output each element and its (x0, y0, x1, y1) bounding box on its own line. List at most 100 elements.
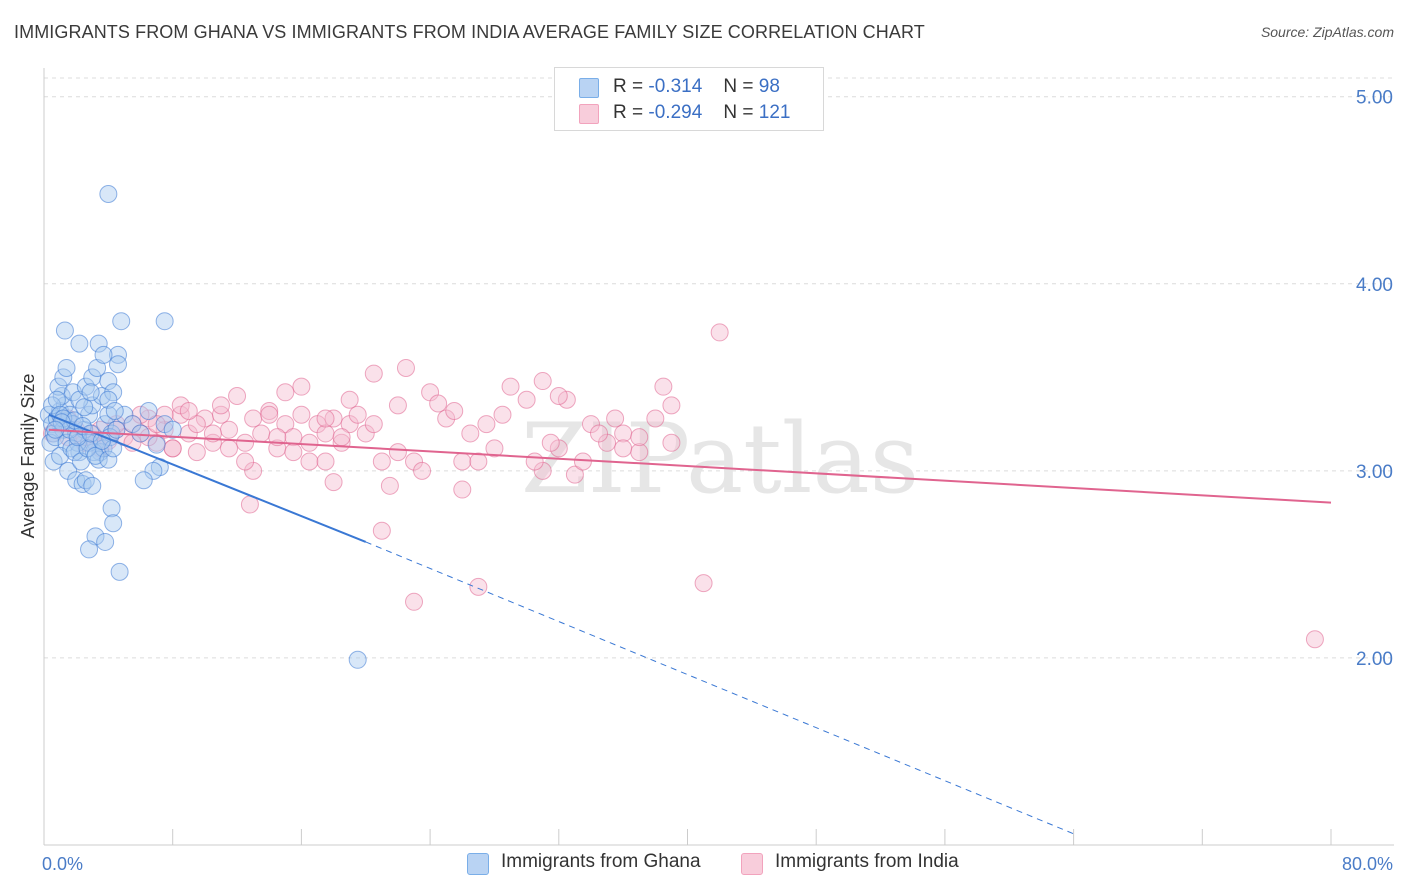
data-point (236, 452, 255, 471)
watermark: ZIPatlas (521, 403, 919, 515)
data-point (316, 409, 335, 428)
bottom-legend-label-india: Immigrants from India (775, 851, 959, 872)
data-point (348, 650, 367, 669)
data-point (276, 383, 295, 402)
data-point (144, 461, 163, 480)
data-point (99, 184, 118, 203)
data-point (324, 473, 343, 492)
data-point (710, 323, 729, 342)
data-point (139, 401, 158, 420)
data-point (260, 405, 279, 424)
data-point (606, 409, 625, 428)
y-tick-label: 2.00 (1356, 649, 1393, 670)
data-point (47, 390, 66, 409)
data-point (388, 396, 407, 415)
data-point (54, 368, 73, 387)
data-point (1305, 630, 1324, 649)
data-point (70, 334, 89, 353)
data-point (55, 321, 74, 340)
grid-lines (44, 77, 1394, 659)
data-point (654, 377, 673, 396)
data-point (453, 480, 472, 499)
data-point (75, 398, 94, 417)
data-point (614, 424, 633, 443)
y-tick-label: 3.00 (1356, 462, 1393, 483)
series-layer (39, 184, 1324, 669)
data-point (300, 433, 319, 452)
y-tick-label: 5.00 (1356, 88, 1393, 109)
data-point (147, 435, 166, 454)
data-point (396, 358, 415, 377)
data-point (203, 424, 222, 443)
data-point (573, 452, 592, 471)
legend-r-value: -0.294 (648, 102, 703, 123)
data-point (51, 446, 70, 465)
data-point (292, 377, 311, 396)
legend-n-label: N = (723, 102, 754, 123)
data-point (662, 433, 681, 452)
bottom-legend-swatch-ghana (467, 853, 489, 875)
data-point (228, 387, 247, 406)
legend-swatch-india (579, 104, 599, 124)
data-point (276, 415, 295, 434)
data-point (517, 390, 536, 409)
data-point (630, 428, 649, 447)
data-point (477, 415, 496, 434)
data-point (94, 345, 113, 364)
data-point (220, 420, 239, 439)
data-point (88, 358, 107, 377)
data-point (83, 476, 102, 495)
data-point (155, 312, 174, 331)
stats-legend: R = -0.314 N = 98 R = -0.294 N = 121 (554, 67, 824, 131)
data-point (316, 424, 335, 443)
data-point (284, 443, 303, 462)
data-point (364, 364, 383, 383)
data-point (413, 461, 432, 480)
data-point (99, 372, 118, 391)
data-point (163, 439, 182, 458)
data-point (429, 394, 448, 413)
data-point (453, 452, 472, 471)
data-point (109, 355, 128, 374)
data-point (252, 424, 271, 443)
data-point (131, 424, 150, 443)
data-point (590, 424, 609, 443)
data-point (187, 443, 206, 462)
data-point (694, 574, 713, 593)
legend-n-value: 98 (758, 76, 780, 97)
data-point (110, 562, 129, 581)
data-point (187, 415, 206, 434)
data-point (99, 390, 118, 409)
data-point (332, 428, 351, 447)
legend-swatch-ghana (579, 78, 599, 98)
data-point (109, 345, 128, 364)
data-point (461, 424, 480, 443)
y-axis-label: Average Family Size (18, 374, 38, 539)
legend-r-label: R = (613, 76, 644, 97)
data-point (364, 415, 383, 434)
data-point (405, 592, 424, 611)
chart-title: IMMIGRANTS FROM GHANA VS IMMIGRANTS FROM… (14, 22, 925, 42)
data-point (300, 452, 319, 471)
bottom-legend-swatch-india (741, 853, 763, 875)
data-point (112, 312, 131, 331)
data-point (102, 499, 121, 518)
data-point (105, 401, 124, 420)
data-point (80, 540, 99, 559)
data-point (541, 433, 560, 452)
data-point (549, 387, 568, 406)
data-point (107, 420, 126, 439)
data-point (525, 452, 544, 471)
x-tick-label: 80.0% (1342, 854, 1393, 874)
data-point (81, 383, 100, 402)
data-point (104, 514, 123, 533)
data-point (89, 334, 108, 353)
data-point (236, 433, 255, 452)
data-point (211, 396, 230, 415)
data-point (372, 452, 391, 471)
data-point (284, 428, 303, 447)
data-point (179, 401, 198, 420)
data-point (485, 439, 504, 458)
data-point (211, 405, 230, 424)
